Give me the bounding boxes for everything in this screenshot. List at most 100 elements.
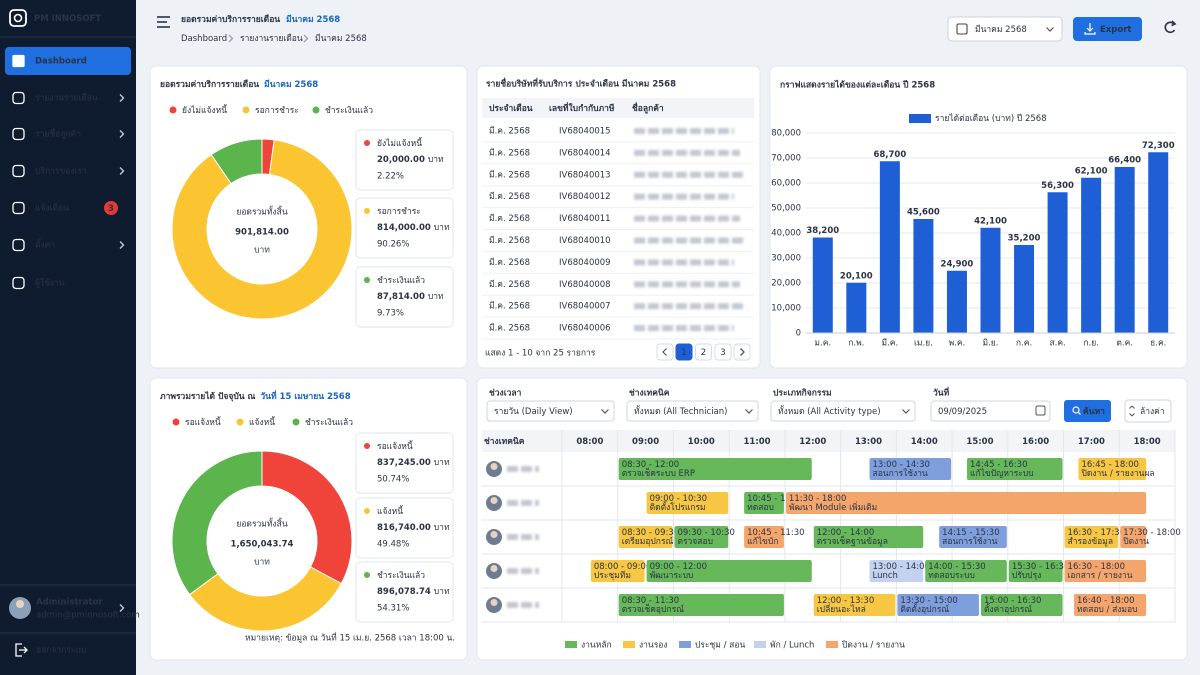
redacted-glyphs <box>648 303 659 310</box>
schedule-event[interactable] <box>744 492 784 514</box>
redacted-glyphs <box>634 259 645 266</box>
redacted-glyphs <box>704 325 715 332</box>
cell-invoice[interactable]: IV68040010 <box>559 236 611 246</box>
page-next[interactable] <box>733 343 751 361</box>
schedule-event[interactable] <box>1064 560 1147 582</box>
schedule-event[interactable] <box>1064 526 1119 548</box>
schedule-event[interactable] <box>618 594 784 616</box>
event-time: 13:00 - 14:30 <box>873 460 930 470</box>
cell-invoice[interactable]: IV68040009 <box>559 258 611 268</box>
cell-invoice[interactable]: IV68040008 <box>559 280 611 290</box>
bar <box>846 282 867 333</box>
schedule-event[interactable] <box>813 526 924 548</box>
refresh-button[interactable] <box>1164 20 1177 34</box>
schedule-event[interactable] <box>674 526 729 548</box>
schedule-event[interactable] <box>869 458 952 480</box>
filter-input[interactable] <box>626 400 759 422</box>
cell-invoice[interactable]: IV68040015 <box>559 127 611 137</box>
cell-invoice[interactable]: IV68040006 <box>559 324 611 334</box>
cell-invoice[interactable]: IV68040013 <box>559 170 611 180</box>
cell-month: มี.ค. 2568 <box>489 257 530 268</box>
schedule-event[interactable] <box>618 526 673 548</box>
schedule-event[interactable] <box>939 526 1007 548</box>
cell-invoice[interactable]: IV68040014 <box>559 148 611 158</box>
schedule-event[interactable] <box>897 594 979 616</box>
schedule-event[interactable] <box>1078 458 1147 480</box>
menu-item[interactable]: ผู้ใช้งาน <box>35 278 65 289</box>
breadcrumb-item: มีนาคม 2568 <box>315 33 367 44</box>
redacted-glyphs <box>718 303 729 310</box>
schedule-event[interactable] <box>785 492 1147 514</box>
donut-segment <box>261 450 353 585</box>
schedule-event[interactable] <box>618 458 812 480</box>
cell-invoice[interactable]: IV68040007 <box>559 302 611 312</box>
grid-header <box>482 430 1175 452</box>
menu-toggle[interactable] <box>157 16 170 28</box>
redacted-glyphs <box>690 171 701 178</box>
data-label: 35,200 <box>1008 234 1041 244</box>
redacted-glyphs <box>704 259 715 266</box>
filter-input[interactable] <box>930 400 1051 422</box>
clear-button[interactable] <box>1124 399 1172 423</box>
page-button[interactable] <box>714 343 732 361</box>
menu-item[interactable]: ตั้งค่า <box>35 239 55 251</box>
data-label: 68,700 <box>873 150 906 160</box>
cell-invoice[interactable]: IV68040011 <box>559 214 611 224</box>
search-button[interactable] <box>1064 400 1111 422</box>
legend-card-percent: 54.31% <box>377 604 409 614</box>
text-part: 87,814.00 <box>377 292 425 302</box>
redacted-glyphs <box>521 568 532 574</box>
schedule-event[interactable] <box>646 560 812 582</box>
redacted-glyphs <box>718 237 729 244</box>
cell-month: มี.ค. 2568 <box>489 279 530 290</box>
redacted-glyphs <box>507 568 518 574</box>
cell-invoice[interactable]: IV68040012 <box>559 192 611 202</box>
legend-label: รอแจ้งหนี้ <box>185 416 221 428</box>
menu-icon <box>12 276 25 290</box>
redacted-glyphs <box>718 193 729 200</box>
menu-item[interactable]: รายงานรายเดือน <box>35 93 98 104</box>
event-label: เตรียมอุปกรณ์ <box>622 536 674 547</box>
event-time: 15:00 - 16:30 <box>984 596 1041 606</box>
filter-value: ทั้งหมด (All Activity type) <box>778 405 881 417</box>
filter-input[interactable] <box>770 400 916 422</box>
schedule-event[interactable] <box>744 526 784 548</box>
schedule-event[interactable] <box>646 492 729 514</box>
menu-item[interactable]: แจ้งเตือน <box>35 203 69 214</box>
schedule-event[interactable] <box>869 560 924 582</box>
redacted-text <box>634 193 734 200</box>
legend-label: งานรอง <box>639 641 668 651</box>
export-icon <box>1084 23 1096 35</box>
text-part: 816,740.00 <box>377 523 431 533</box>
page-prev[interactable] <box>656 343 674 361</box>
schedule-event[interactable] <box>980 594 1063 616</box>
event-label: สอนการใช้งาน <box>942 536 997 547</box>
schedule-event[interactable] <box>590 560 645 582</box>
redacted-glyphs <box>648 171 659 178</box>
month-picker[interactable] <box>947 16 1063 42</box>
schedule-event[interactable] <box>1120 526 1147 548</box>
schedule-event[interactable] <box>813 594 896 616</box>
redacted-glyphs <box>718 215 729 222</box>
x-tick-label: พ.ค. <box>949 339 966 349</box>
redacted-glyphs <box>676 303 687 310</box>
schedule-event[interactable] <box>967 458 1063 480</box>
schedule-event[interactable] <box>925 560 1007 582</box>
redacted-glyphs <box>690 128 701 134</box>
page-button[interactable] <box>675 343 693 361</box>
menu-item[interactable]: รายชื่อลูกค้า <box>35 128 81 140</box>
text-part: มีนาคม 2568 <box>286 14 340 25</box>
logout-link[interactable]: ออกจากระบบ <box>36 646 86 656</box>
page-button[interactable] <box>695 343 712 361</box>
event-time: 09:30 - 10:30 <box>677 528 734 538</box>
menu-icon <box>12 201 25 215</box>
event-time: 11:30 - 18:00 <box>789 494 846 504</box>
y-tick-label: 40,000 <box>771 229 801 239</box>
schedule-event[interactable] <box>1074 594 1147 616</box>
schedule-event[interactable] <box>1008 560 1063 582</box>
donut-segment <box>188 566 342 632</box>
redacted-glyphs <box>662 259 673 266</box>
menu-item[interactable]: Dashboard <box>35 57 87 67</box>
menu-item[interactable]: บริการของเรา <box>35 167 87 177</box>
filter-input[interactable] <box>486 400 615 422</box>
